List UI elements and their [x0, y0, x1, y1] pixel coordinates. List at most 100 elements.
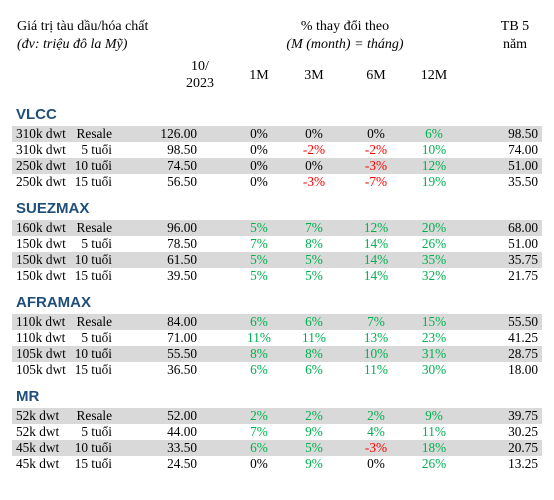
table-row: 110k dwt 5 tuổi 71.00 11% 11% 13% 23% 41.25 — [12, 330, 542, 346]
cell-change-m1: 0% — [250, 174, 268, 189]
cell-age: 15 tuổi — [74, 174, 112, 189]
cell-change-m6: 0% — [367, 126, 385, 141]
cell-avg-5y: 51.00 — [508, 158, 538, 173]
cell-change-m6: -3% — [364, 158, 388, 173]
cell-price: 52.00 — [167, 408, 197, 423]
cell-change-m3: 6% — [305, 362, 323, 377]
table-row: 250k dwt 10 tuổi 74.50 0% 0% -3% 12% 51.00 — [12, 158, 542, 174]
cell-change-m3: 9% — [305, 424, 323, 439]
cell-avg-5y: 18.00 — [508, 362, 538, 377]
col-3m-header: 3M — [304, 68, 324, 83]
cell-avg-5y: 39.75 — [508, 408, 538, 423]
cell-change-m1: 2% — [250, 408, 268, 423]
cell-change-m3: 0% — [305, 126, 323, 141]
table-row: 110k dwt Resale 84.00 6% 6% 7% 15% 55.50 — [12, 314, 542, 330]
cell-avg-5y: 68.00 — [508, 220, 538, 235]
table-row: 105k dwt 10 tuổi 55.50 8% 8% 10% 31% 28.75 — [12, 346, 542, 362]
table-row: 150k dwt 10 tuổi 61.50 5% 5% 14% 35% 35.75 — [12, 252, 542, 268]
cell-size: 52k dwt — [16, 424, 60, 439]
cell-change-m6: 4% — [367, 424, 385, 439]
cell-size: 310k dwt — [16, 142, 66, 157]
cell-change-m12: 12% — [421, 158, 447, 173]
cell-change-m1: 0% — [250, 142, 268, 157]
cell-price: 24.50 — [167, 456, 197, 471]
cell-change-m3: 5% — [305, 440, 323, 455]
cell-change-m3: 6% — [305, 314, 323, 329]
cell-size: 45k dwt — [16, 456, 60, 471]
cell-change-m12: 18% — [421, 440, 447, 455]
cell-change-m6: 12% — [363, 220, 389, 235]
cell-change-m1: 0% — [250, 126, 268, 141]
table-row: 52k dwt 5 tuổi 44.00 7% 9% 4% 11% 30.25 — [12, 424, 542, 440]
cell-price: 71.00 — [167, 330, 197, 345]
table-row: 250k dwt 15 tuổi 56.50 0% -3% -7% 19% 35.50 — [12, 174, 542, 190]
cell-change-m3: 2% — [305, 408, 323, 423]
cell-change-m12: 15% — [421, 314, 447, 329]
section-title: MR — [16, 388, 40, 405]
col-12m-header: 12M — [420, 68, 448, 83]
cell-change-m12: 6% — [425, 126, 443, 141]
date-header-line2: 2023 — [186, 76, 214, 91]
cell-price: 61.50 — [167, 252, 197, 267]
table-row: 45k dwt 10 tuổi 33.50 6% 5% -3% 18% 20.75 — [12, 440, 542, 456]
cell-change-m1: 6% — [250, 440, 268, 455]
table-row: 150k dwt 15 tuổi 39.50 5% 5% 14% 32% 21.75 — [12, 268, 542, 284]
cell-avg-5y: 21.75 — [508, 268, 538, 283]
cell-age: 10 tuổi — [74, 440, 112, 455]
cell-change-m12: 26% — [421, 236, 447, 251]
cell-size: 150k dwt — [16, 236, 66, 251]
cell-size: 250k dwt — [16, 158, 66, 173]
cell-age: 5 tuổi — [81, 236, 112, 251]
cell-avg-5y: 35.75 — [508, 252, 538, 267]
cell-change-m6: 10% — [363, 346, 389, 361]
cell-size: 150k dwt — [16, 268, 66, 283]
cell-age: 15 tuổi — [74, 268, 112, 283]
section-title: VLCC — [16, 106, 57, 123]
cell-size: 250k dwt — [16, 174, 66, 189]
cell-change-m1: 5% — [250, 268, 268, 283]
cell-change-m12: 20% — [421, 220, 447, 235]
change-header: % thay đổi theo — [300, 19, 390, 34]
cell-age: 10 tuổi — [74, 252, 112, 267]
avg-header-line1: TB 5 — [500, 19, 530, 34]
table-body: VLCC 310k dwt Resale 126.00 0% 0% 0% 6% 98.50 310… — [12, 96, 542, 472]
cell-age: 15 tuổi — [74, 362, 112, 377]
cell-change-m1: 0% — [250, 158, 268, 173]
cell-change-m1: 7% — [250, 236, 268, 251]
cell-avg-5y: 51.00 — [508, 236, 538, 251]
cell-avg-5y: 55.50 — [508, 314, 538, 329]
cell-change-m6: -2% — [364, 142, 388, 157]
table-row: 310k dwt Resale 126.00 0% 0% 0% 6% 98.50 — [12, 126, 542, 142]
cell-age: Resale — [76, 126, 112, 141]
col-6m-header: 6M — [366, 68, 386, 83]
date-header-line1: 10/ — [191, 59, 209, 74]
cell-age: 5 tuổi — [81, 424, 112, 439]
cell-change-m3: 0% — [305, 158, 323, 173]
table-row: 45k dwt 15 tuổi 24.50 0% 9% 0% 26% 13.25 — [12, 456, 542, 472]
cell-price: 126.00 — [160, 126, 197, 141]
cell-size: 310k dwt — [16, 126, 66, 141]
cell-price: 56.50 — [167, 174, 197, 189]
cell-change-m6: -3% — [364, 440, 388, 455]
table-unit: (đv: triệu đô la Mỹ) — [17, 37, 128, 52]
table-row: 52k dwt Resale 52.00 2% 2% 2% 9% 39.75 — [12, 408, 542, 424]
cell-change-m1: 11% — [247, 330, 271, 345]
cell-change-m1: 8% — [250, 346, 268, 361]
cell-change-m12: 11% — [422, 424, 446, 439]
cell-price: 78.50 — [167, 236, 197, 251]
col-1m-header: 1M — [249, 68, 269, 83]
cell-change-m6: 14% — [363, 268, 389, 283]
cell-change-m3: -3% — [302, 174, 326, 189]
cell-price: 84.00 — [167, 314, 197, 329]
cell-change-m3: 5% — [305, 268, 323, 283]
change-subheader: (M (month) = tháng) — [286, 37, 404, 52]
table-row: 160k dwt Resale 96.00 5% 7% 12% 20% 68.00 — [12, 220, 542, 236]
cell-age: Resale — [76, 314, 112, 329]
cell-price: 36.50 — [167, 362, 197, 377]
cell-change-m3: -2% — [302, 142, 326, 157]
cell-price: 98.50 — [167, 142, 197, 157]
table-row: 105k dwt 15 tuổi 36.50 6% 6% 11% 30% 18.00 — [12, 362, 542, 378]
cell-price: 74.50 — [167, 158, 197, 173]
cell-size: 105k dwt — [16, 362, 66, 377]
cell-change-m1: 7% — [250, 424, 268, 439]
